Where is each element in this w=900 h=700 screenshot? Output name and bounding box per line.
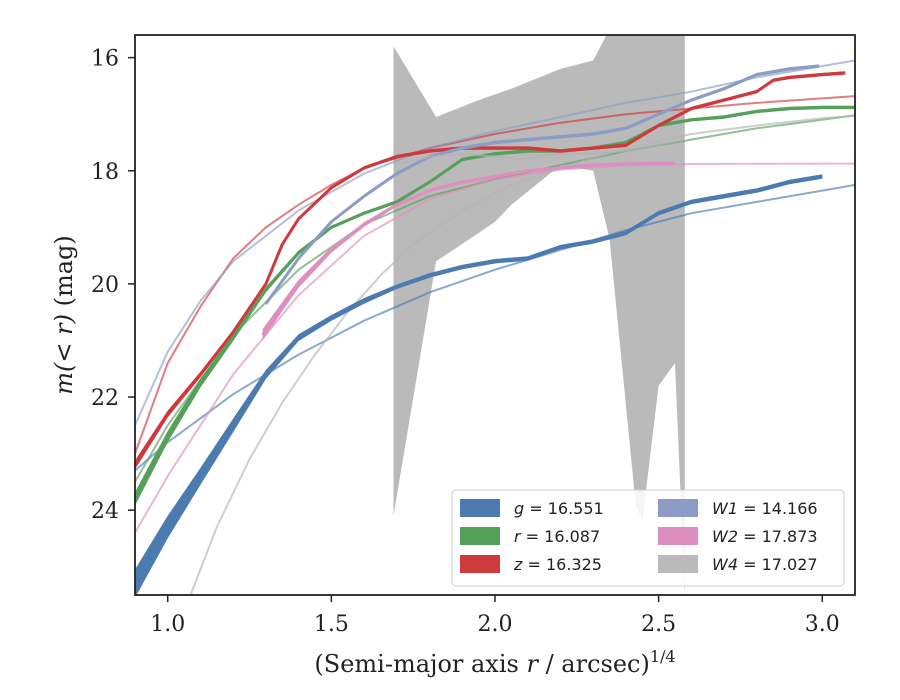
y-axis-ticks: 16 18 20 22 24 xyxy=(91,47,135,524)
uncertainty-bands xyxy=(393,35,685,595)
x-tick-label: 1.0 xyxy=(150,612,185,637)
r-profile-curve xyxy=(135,105,855,500)
g-profile-curve xyxy=(135,174,823,585)
legend: g = 16.551 r = 16.087 z = 16.325 W1 = 14.16… xyxy=(451,489,845,587)
w2-profile-curve xyxy=(261,161,675,336)
w1-profile-curve xyxy=(264,64,820,305)
legend-swatch-w4 xyxy=(658,555,698,573)
y-tick-label: 20 xyxy=(91,273,119,298)
x-tick-label: 2.5 xyxy=(641,612,676,637)
x-axis-label: (Semi-major axis r / arcsec)1/4 xyxy=(314,647,675,678)
x-tick-label: 2.0 xyxy=(478,612,513,637)
y-tick-label: 18 xyxy=(91,160,119,185)
legend-label-z: z = 16.325 xyxy=(513,555,602,574)
legend-swatch-r xyxy=(460,527,500,545)
legend-swatch-g xyxy=(460,499,500,517)
legend-label-g: g = 16.551 xyxy=(514,499,604,518)
legend-label-w4: W4 = 17.027 xyxy=(712,555,818,574)
legend-label-r: r = 16.087 xyxy=(514,527,600,546)
legend-swatch-z xyxy=(460,555,500,573)
z-profile-curve xyxy=(135,71,846,466)
w4-uncertainty-band xyxy=(393,35,685,595)
w2-model-curve xyxy=(135,162,855,534)
x-tick-label: 1.5 xyxy=(314,612,349,637)
legend-label-w2: W2 = 17.873 xyxy=(712,527,818,546)
y-tick-label: 22 xyxy=(91,386,119,411)
profile-curves xyxy=(135,64,855,595)
legend-label-w1: W1 = 14.166 xyxy=(712,499,818,518)
y-tick-label: 16 xyxy=(91,47,119,72)
legend-swatch-w1 xyxy=(658,499,698,517)
w4-profile-curve xyxy=(393,138,686,167)
g-model-curve xyxy=(135,183,855,472)
legend-box xyxy=(451,489,845,587)
y-tick-label: 24 xyxy=(91,499,119,524)
legend-swatch-w2 xyxy=(658,527,698,545)
w4-model-curve xyxy=(189,114,855,595)
x-axis-ticks: 1.0 1.5 2.0 2.5 3.0 xyxy=(150,595,840,637)
y-axis-label: m(< r) (mag) xyxy=(50,235,78,395)
x-tick-label: 3.0 xyxy=(805,612,840,637)
